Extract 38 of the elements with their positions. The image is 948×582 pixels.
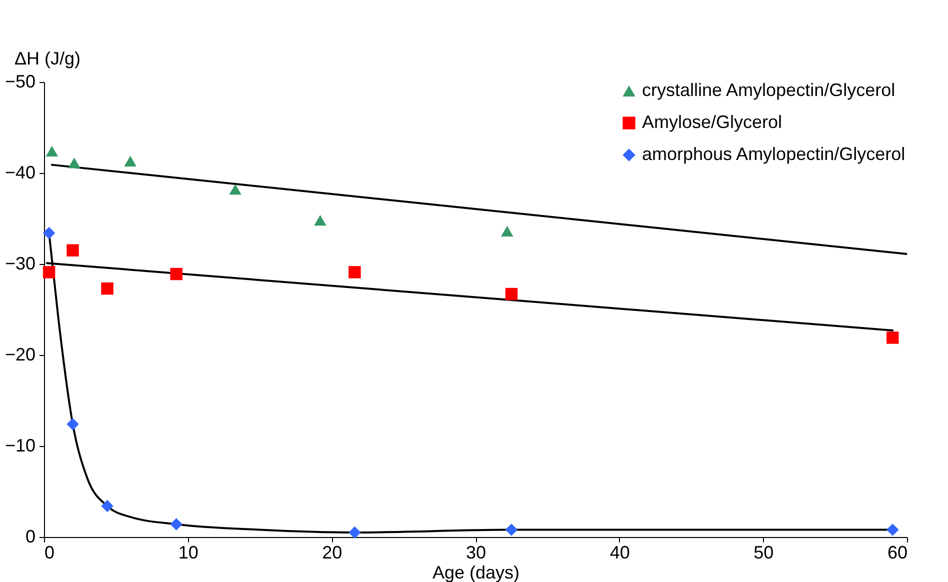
point bbox=[314, 215, 326, 226]
point bbox=[505, 524, 518, 536]
point bbox=[42, 226, 56, 240]
legend-label: Amylose/Glycerol bbox=[642, 112, 782, 132]
point bbox=[66, 418, 79, 430]
point bbox=[170, 518, 182, 530]
point bbox=[42, 266, 56, 278]
x-tick-label: 50 bbox=[754, 542, 774, 562]
point bbox=[46, 146, 58, 156]
point bbox=[348, 266, 361, 278]
y-tick-label: −40 bbox=[4, 162, 36, 182]
point bbox=[66, 244, 79, 256]
y-tick-label: −20 bbox=[4, 344, 36, 364]
y-tick-label: 0 bbox=[25, 526, 36, 546]
point bbox=[348, 526, 361, 539]
point bbox=[886, 332, 899, 344]
point bbox=[101, 282, 114, 295]
point bbox=[101, 500, 114, 512]
y-tick-label: −30 bbox=[4, 254, 36, 274]
x-tick-label: 10 bbox=[178, 542, 198, 562]
point bbox=[229, 184, 242, 195]
point bbox=[170, 268, 182, 280]
x-tick-label: 20 bbox=[322, 542, 342, 562]
legend-label: amorphous Amylopectin/Glycerol bbox=[642, 144, 906, 164]
point bbox=[886, 524, 899, 536]
legend-label: crystalline Amylopectin/Glycerol bbox=[642, 80, 896, 100]
point bbox=[501, 226, 514, 237]
x-tick-label: 0 bbox=[44, 542, 55, 562]
y-axis-title: ΔH (J/g) bbox=[14, 48, 81, 68]
point bbox=[68, 158, 80, 168]
y-tick-label: −10 bbox=[4, 436, 36, 456]
x-axis-title: Age (days) bbox=[432, 562, 520, 582]
y-tick-label: −50 bbox=[4, 72, 36, 92]
point bbox=[505, 288, 518, 300]
x-tick-label: 40 bbox=[610, 542, 630, 562]
x-tick-label: 60 bbox=[887, 542, 908, 562]
point bbox=[124, 156, 136, 166]
x-tick-label: 30 bbox=[466, 542, 486, 562]
